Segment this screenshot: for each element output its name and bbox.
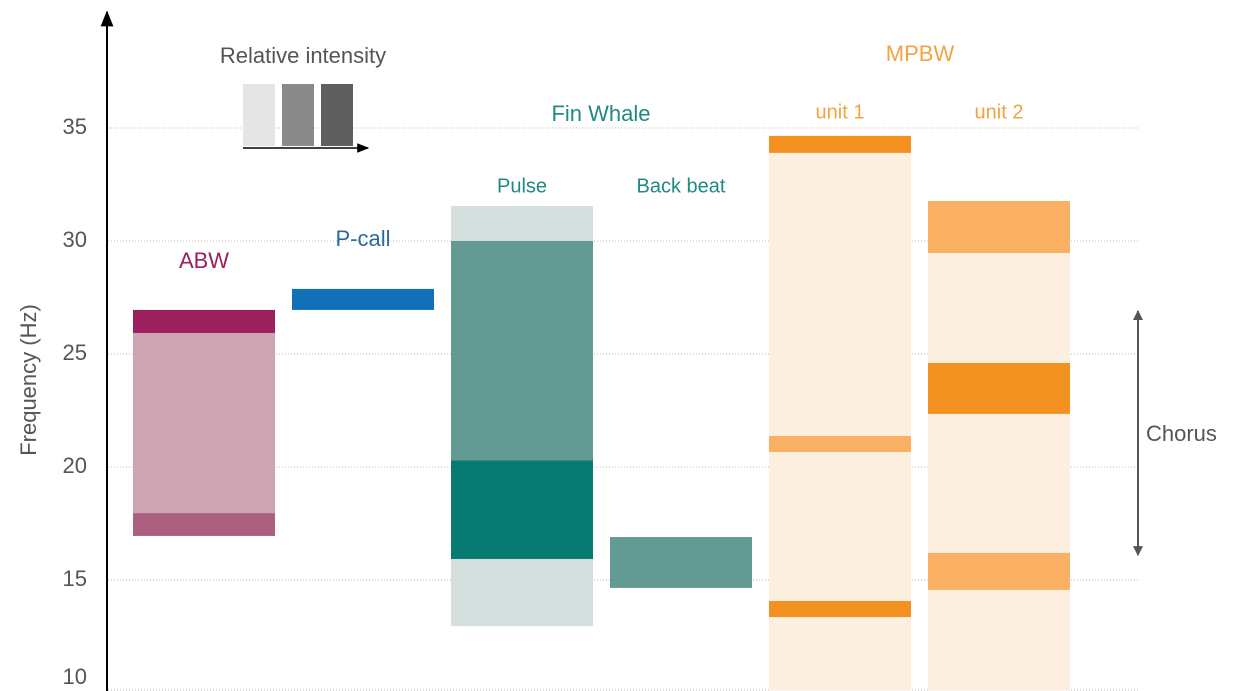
- y-tick-label: 10: [63, 664, 87, 689]
- series-label: Back beat: [637, 175, 726, 197]
- legend-swatch: [321, 84, 353, 146]
- group-label: MPBW: [886, 41, 955, 66]
- band: [610, 537, 752, 588]
- series-label: unit 1: [816, 101, 865, 123]
- legend-title: Relative intensity: [220, 43, 386, 68]
- band: [133, 513, 275, 536]
- series-label: unit 2: [975, 101, 1024, 123]
- band: [451, 241, 593, 461]
- band: [769, 135, 911, 691]
- band: [451, 558, 593, 627]
- annotation: Chorus: [1146, 421, 1217, 446]
- band: [292, 288, 434, 310]
- group-label: Fin Whale: [551, 101, 650, 126]
- series-label: P-call: [335, 226, 390, 251]
- y-axis-label: Frequency (Hz): [16, 304, 41, 456]
- band: [928, 363, 1070, 414]
- y-tick-label: 15: [63, 566, 87, 591]
- band: [451, 460, 593, 559]
- band: [451, 205, 593, 241]
- y-tick-label: 25: [63, 340, 87, 365]
- band: [133, 309, 275, 333]
- y-tick-label: 20: [63, 453, 87, 478]
- series-label: ABW: [179, 248, 229, 273]
- y-tick-label: 30: [63, 227, 87, 252]
- band: [928, 200, 1070, 253]
- band: [928, 200, 1070, 691]
- band: [769, 601, 911, 618]
- legend-swatch: [243, 84, 275, 146]
- band: [769, 436, 911, 453]
- band: [769, 135, 911, 153]
- legend-swatch: [282, 84, 314, 146]
- y-tick-label: 35: [63, 114, 87, 139]
- band: [928, 552, 1070, 590]
- band: [133, 332, 275, 514]
- series-label: Pulse: [497, 175, 547, 197]
